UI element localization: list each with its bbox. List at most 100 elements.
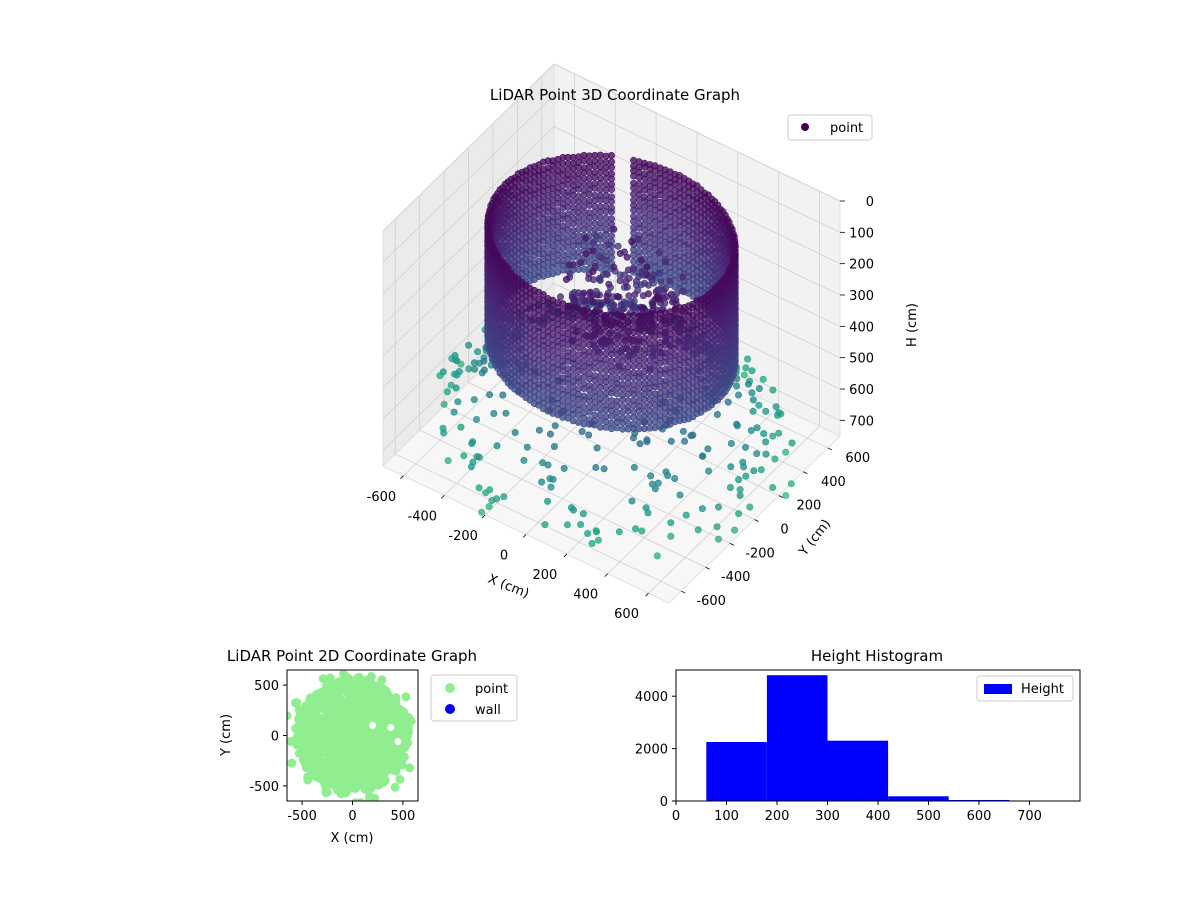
point-3d [630, 463, 638, 471]
point-3d [714, 535, 722, 543]
point-3d [541, 521, 549, 529]
point-2d [287, 736, 296, 746]
point-3d [772, 403, 780, 411]
histogram-bar [827, 740, 889, 801]
point-2d [356, 798, 365, 801]
point-2d [343, 705, 352, 715]
point-3d [535, 426, 543, 434]
point-3d [742, 472, 750, 480]
point-2d [318, 674, 328, 684]
point-2d [287, 758, 297, 768]
point-3d [607, 367, 615, 375]
z-tick-label-3d: 700 [849, 414, 874, 429]
point-3d [444, 457, 452, 465]
point-3d [546, 430, 554, 438]
point-3d [714, 503, 722, 511]
point-2d [336, 727, 346, 737]
histogram-bar [888, 796, 949, 801]
point-2d [317, 748, 327, 758]
point-3d [628, 238, 636, 246]
point-3d [591, 262, 599, 270]
legend-histogram: Height [976, 675, 1074, 702]
point-3d [475, 484, 483, 492]
y-axis-label-2d: Y (cm) [219, 714, 234, 757]
x-tick-label-3d: 400 [573, 588, 598, 603]
point-3d [478, 508, 486, 516]
point-3d [694, 526, 702, 534]
point-3d [544, 461, 552, 469]
point-3d [603, 297, 611, 305]
point-2d [390, 782, 400, 792]
point-2d [332, 775, 342, 785]
point-3d [653, 294, 661, 302]
histogram-bar [766, 675, 828, 801]
point-3d [544, 497, 552, 505]
x-tick-label-histogram: 200 [765, 809, 790, 824]
z-tick-label-3d: 600 [849, 383, 874, 398]
point-3d [634, 235, 642, 243]
point-3d [465, 341, 473, 349]
point-3d [676, 491, 684, 499]
legend-marker-point-2d [445, 683, 455, 693]
point-3d [607, 373, 615, 381]
point-3d [480, 366, 488, 374]
point-3d [704, 445, 712, 453]
point-3d [502, 409, 510, 417]
point-3d [589, 239, 597, 247]
legend-label-wall-2d: wall [475, 703, 501, 718]
point-3d [546, 475, 554, 483]
point-3d [637, 303, 645, 311]
point-3d [655, 249, 663, 257]
point-3d [623, 300, 631, 308]
point-3d [734, 391, 742, 399]
point-3d [749, 407, 757, 415]
x-tick-label-histogram: 100 [714, 809, 739, 824]
point-3d [610, 225, 618, 233]
point-3d [493, 442, 501, 450]
point-3d [755, 384, 763, 392]
point-3d [657, 278, 665, 286]
point-3d [605, 280, 613, 288]
x-tick-label-histogram: 700 [1017, 809, 1042, 824]
point-3d [467, 463, 475, 471]
z-tick-label-3d: 0 [866, 195, 874, 210]
y-tick-label-3d: 400 [821, 475, 846, 490]
point-3d [643, 263, 651, 271]
point-2d [369, 741, 379, 750]
point-3d [577, 259, 585, 267]
point-3d [619, 385, 627, 393]
point-3d [651, 485, 659, 493]
x-tick-label-histogram: 400 [866, 809, 891, 824]
y-tick-label-3d: -200 [745, 546, 775, 561]
point-3d [727, 463, 735, 471]
point-3d [713, 410, 721, 418]
gap-2d [387, 723, 395, 731]
point-3d [643, 436, 651, 444]
point-3d [654, 479, 662, 487]
point-3d [454, 398, 462, 406]
point-3d [602, 383, 610, 391]
histogram-bar [706, 742, 767, 801]
point-3d [656, 286, 664, 294]
point-3d [667, 532, 675, 540]
point-3d [577, 520, 585, 528]
point-3d [682, 511, 690, 519]
legend-marker-wall-2d [445, 704, 455, 714]
point-3d [480, 357, 488, 365]
point-3d [470, 365, 478, 373]
point-3d [470, 396, 478, 404]
point-3d [547, 483, 555, 491]
point-2d [395, 774, 405, 784]
x-tick-label-2d: 0 [348, 809, 356, 824]
point-3d [594, 536, 602, 544]
z-tick-label-3d: 300 [849, 289, 874, 304]
x-tick-label-3d: -400 [408, 509, 438, 524]
point-3d [748, 367, 756, 375]
point-2d [318, 704, 328, 713]
point-2d [304, 741, 314, 751]
y-tick-label-histogram: 4000 [635, 690, 668, 705]
point-3d [731, 526, 739, 534]
point-2d [317, 737, 326, 747]
point-3d [750, 467, 758, 475]
legend-3d: point [787, 114, 873, 141]
